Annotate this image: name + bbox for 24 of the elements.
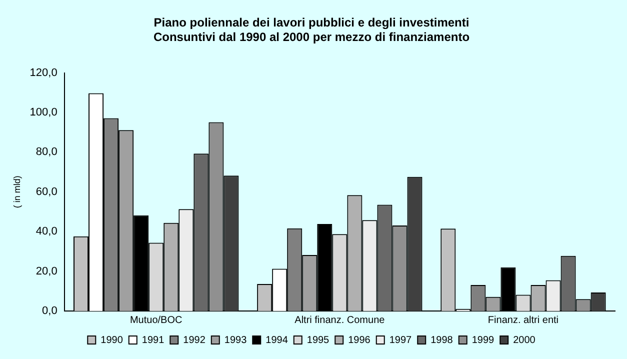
y-axis-title: ( in mld) <box>12 176 22 208</box>
chart-title: Piano poliennale dei lavori pubblici e degli investimenti <box>154 16 470 30</box>
legend-label: 1991 <box>142 334 165 346</box>
legend-label: 1997 <box>389 334 412 346</box>
y-tick-label: 20,0 <box>36 265 58 278</box>
y-tick-label: 80,0 <box>36 146 58 158</box>
legend-label: 1995 <box>306 334 330 346</box>
legend-label: 1993 <box>224 334 248 346</box>
y-tick-label: 60,0 <box>36 186 58 198</box>
y-tick-label: 100,0 <box>30 106 58 119</box>
x-tick-label: Finanz. altri enti <box>488 314 559 326</box>
chart-subtitle: Consuntivi dal 1990 al 2000 per mezzo di finanziamento <box>153 30 470 44</box>
legend-label: 1992 <box>183 334 206 346</box>
legend-label: 1998 <box>430 334 454 346</box>
legend-label: 1990 <box>100 334 124 346</box>
y-tick-label: 0,0 <box>42 305 58 318</box>
x-tick-label: Mutuo/BOC <box>130 314 182 326</box>
legend-label: 1994 <box>266 334 288 346</box>
legend-label: 2000 <box>513 334 536 346</box>
x-tick-label: Altri finanz. Comune <box>294 314 386 326</box>
legend-label: 1999 <box>472 334 495 346</box>
legend-label: 1996 <box>348 334 371 346</box>
y-tick-label: 120,0 <box>30 66 58 79</box>
y-tick-label: 40,0 <box>36 226 58 238</box>
